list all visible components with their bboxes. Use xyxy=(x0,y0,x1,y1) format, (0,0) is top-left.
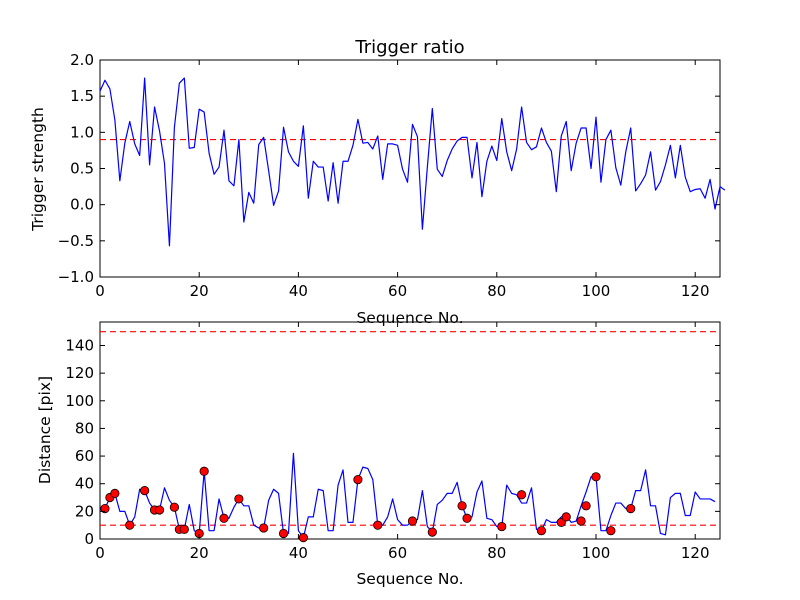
y-tick-label: 2.0 xyxy=(70,51,94,69)
y-tick-label: 20 xyxy=(75,502,94,520)
data-point-marker xyxy=(169,502,179,512)
x-tick-label: 80 xyxy=(487,544,506,562)
x-tick-label: 40 xyxy=(289,544,308,562)
data-point-marker xyxy=(234,494,244,504)
x-tick-label: 60 xyxy=(388,282,407,300)
axes-frame xyxy=(99,321,721,540)
x-tick-label: 100 xyxy=(582,282,611,300)
data-point-marker xyxy=(154,505,165,515)
y-tick-label: 0 xyxy=(84,530,94,548)
data-point-marker xyxy=(561,512,571,522)
data-point-marker xyxy=(591,472,601,482)
x-tick-label: 100 xyxy=(582,544,611,562)
y-tick-label: 100 xyxy=(65,392,94,410)
data-point-marker xyxy=(353,474,363,485)
y-tick-label: 40 xyxy=(75,475,94,493)
data-point-marker xyxy=(407,516,418,526)
y-tick-label: 120 xyxy=(65,364,94,382)
x-tick-label: 120 xyxy=(681,544,710,562)
y-tick-label: 80 xyxy=(75,419,94,437)
data-point-marker xyxy=(110,488,120,498)
x-tick-label: 0 xyxy=(95,282,105,300)
y-tick-label: 1.5 xyxy=(70,87,94,105)
y-axis-label: Distance [pix] xyxy=(36,376,54,484)
data-point-marker xyxy=(427,527,437,537)
x-tick-label: 60 xyxy=(388,544,407,562)
plot-area: 0 20 40 60 80 100 120 0 20 40 60 80 100 120 140 xyxy=(65,321,721,562)
y-tick-label: 60 xyxy=(75,447,94,465)
y-tick-label: −0.5 xyxy=(58,232,94,250)
chart-title: Trigger ratio xyxy=(354,37,464,58)
data-point-marker xyxy=(516,490,527,500)
y-tick-label: 140 xyxy=(65,336,94,354)
data-point-marker xyxy=(576,516,586,526)
x-tick-label: 80 xyxy=(487,282,506,300)
x-tick-label: 0 xyxy=(95,544,105,562)
series-line xyxy=(100,452,716,539)
x-tick-label: 20 xyxy=(190,544,209,562)
data-point-marker xyxy=(219,513,229,523)
x-axis-label: Sequence No. xyxy=(356,309,463,327)
y-tick-label: 0.0 xyxy=(70,196,94,214)
data-point-marker xyxy=(497,521,507,532)
data-point-marker xyxy=(373,520,383,530)
x-tick-label: 40 xyxy=(289,282,308,300)
distance-chart: 0 20 40 60 80 100 120 0 20 40 60 80 100 120 140 Sequen… xyxy=(36,321,721,588)
data-point-marker xyxy=(278,528,289,539)
data-point-marker xyxy=(298,533,308,543)
data-point-marker xyxy=(626,503,636,514)
series-line xyxy=(99,77,726,247)
plot-area: 0 20 40 60 80 100 120 −1.0 −0.5 0.0 0.5 1.0 1.5 2.0 xyxy=(58,51,726,300)
data-point-marker xyxy=(199,466,209,476)
x-axis-label: Sequence No. xyxy=(356,570,463,588)
data-point-marker xyxy=(179,524,189,534)
data-point-marker xyxy=(259,523,269,533)
x-tick-label: 20 xyxy=(190,282,209,300)
y-tick-label: 0.5 xyxy=(70,160,94,178)
x-tick-label: 120 xyxy=(681,282,710,300)
y-tick-label: −1.0 xyxy=(58,268,94,286)
trigger-ratio-chart: Trigger ratio 0 20 40 60 80 100 120 −1.0 −0.5 0.0… xyxy=(29,37,726,327)
data-point-marker xyxy=(140,486,150,496)
data-point-marker xyxy=(581,501,591,511)
y-axis-label: Trigger strength xyxy=(29,107,47,232)
data-point-marker xyxy=(462,513,472,523)
data-point-marker xyxy=(606,526,616,536)
data-point-marker xyxy=(536,526,547,536)
data-point-marker xyxy=(125,520,135,530)
y-tick-label: 1.0 xyxy=(70,123,94,141)
data-point-marker xyxy=(457,501,467,511)
data-point-marker xyxy=(100,503,110,514)
